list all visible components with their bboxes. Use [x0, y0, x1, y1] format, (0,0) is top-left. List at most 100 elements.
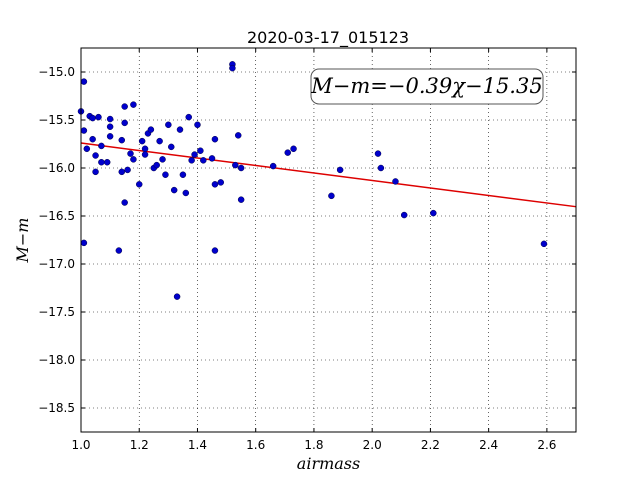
- y-tick-label: −18.5: [38, 401, 75, 415]
- data-point: [191, 151, 198, 158]
- data-point: [188, 157, 195, 164]
- data-point: [98, 158, 105, 166]
- x-tick-label: 2.4: [479, 438, 498, 452]
- x-tick-label: 2.0: [363, 438, 382, 452]
- data-point: [121, 103, 128, 110]
- data-point: [118, 168, 126, 176]
- data-point: [95, 113, 102, 121]
- data-point: [118, 136, 126, 144]
- axis-ticks: [80, 48, 576, 432]
- data-point: [234, 132, 242, 139]
- y-tick-label: −18.0: [38, 353, 75, 367]
- data-point: [147, 126, 155, 133]
- data-point: [269, 162, 277, 170]
- data-point: [106, 133, 114, 140]
- x-axis-label: airmass: [297, 454, 360, 473]
- y-tick-label: −17.0: [38, 257, 75, 271]
- x-tick-labels: 1.0 1.2 1.4 1.6 1.8 2.0 2.2 2.4 2.6: [71, 438, 556, 452]
- data-point: [130, 156, 137, 163]
- data-point: [211, 135, 219, 143]
- data-point: [106, 115, 114, 123]
- x-tick-label: 2.6: [537, 438, 556, 452]
- data-point: [165, 121, 172, 129]
- grid-lines: [80, 48, 576, 432]
- data-point: [197, 147, 204, 154]
- data-point: [237, 196, 245, 203]
- data-point: [377, 164, 385, 172]
- data-point: [83, 145, 91, 153]
- fit-equation-text: M−m=−0.39χ−15.35: [310, 74, 542, 98]
- chart-title: 2020-03-17_015123: [247, 28, 409, 48]
- data-point: [284, 149, 291, 156]
- y-tick-label: −17.5: [38, 305, 75, 319]
- data-point: [103, 158, 111, 166]
- data-point: [89, 114, 96, 122]
- plot-frame: [80, 47, 577, 433]
- fit-line-layer: [80, 142, 577, 208]
- data-point: [98, 142, 105, 150]
- data-point: [328, 192, 335, 200]
- y-tick-label: −15.0: [38, 65, 75, 79]
- data-point: [211, 181, 219, 188]
- data-point: [156, 137, 163, 145]
- data-point: [92, 152, 99, 159]
- fit-equation-frame: [310, 68, 544, 105]
- data-point: [179, 171, 187, 178]
- data-point: [121, 119, 128, 127]
- data-point: [162, 171, 169, 178]
- data-point: [124, 166, 131, 174]
- data-point: [135, 181, 143, 188]
- data-point: [89, 135, 96, 143]
- data-point: [106, 123, 114, 130]
- data-point: [130, 101, 137, 108]
- data-point: [374, 150, 382, 157]
- data-point: [80, 78, 88, 85]
- data-point: [217, 179, 225, 186]
- data-point: [80, 127, 88, 134]
- y-tick-labels: −15.0 −15.5 −16.0 −16.5 −17.0 −17.5 −18.0 −18.5: [38, 65, 75, 415]
- data-point: [159, 156, 166, 163]
- data-point: [185, 113, 192, 121]
- data-point: [168, 143, 175, 151]
- data-point: [290, 145, 297, 153]
- data-point: [92, 168, 99, 176]
- data-point: [127, 150, 134, 157]
- data-point: [80, 239, 88, 247]
- data-point: [232, 161, 239, 169]
- data-point: [208, 155, 216, 162]
- data-point: [141, 151, 149, 158]
- x-tick-label: 1.2: [130, 438, 149, 452]
- data-point: [173, 293, 181, 300]
- data-point: [182, 189, 190, 197]
- data-points: [77, 61, 548, 300]
- x-tick-label: 2.2: [421, 438, 440, 452]
- fit-line: [80, 142, 577, 208]
- y-tick-label: −16.0: [38, 161, 75, 175]
- data-point: [153, 161, 160, 169]
- y-tick-label: −15.5: [38, 113, 75, 127]
- data-point: [336, 166, 344, 174]
- x-tick-label: 1.4: [188, 438, 207, 452]
- data-point: [392, 178, 399, 185]
- data-point: [400, 211, 408, 219]
- y-tick-label: −16.5: [38, 209, 75, 223]
- fit-equation-box: M−m=−0.39χ−15.35: [310, 68, 544, 105]
- x-tick-label: 1.0: [71, 438, 90, 452]
- data-point: [121, 199, 128, 206]
- data-point: [211, 247, 219, 254]
- data-point: [430, 209, 437, 217]
- data-point: [540, 240, 548, 248]
- data-point: [194, 121, 201, 129]
- x-tick-label: 1.8: [304, 438, 323, 452]
- data-point: [115, 247, 123, 254]
- data-point: [229, 64, 236, 72]
- data-point: [176, 126, 184, 133]
- data-point: [138, 137, 146, 145]
- data-point: [141, 145, 149, 153]
- y-axis-label: M−m: [13, 218, 32, 264]
- data-point: [237, 164, 245, 172]
- data-point: [200, 157, 207, 164]
- x-tick-label: 1.6: [246, 438, 265, 452]
- data-point: [170, 186, 178, 194]
